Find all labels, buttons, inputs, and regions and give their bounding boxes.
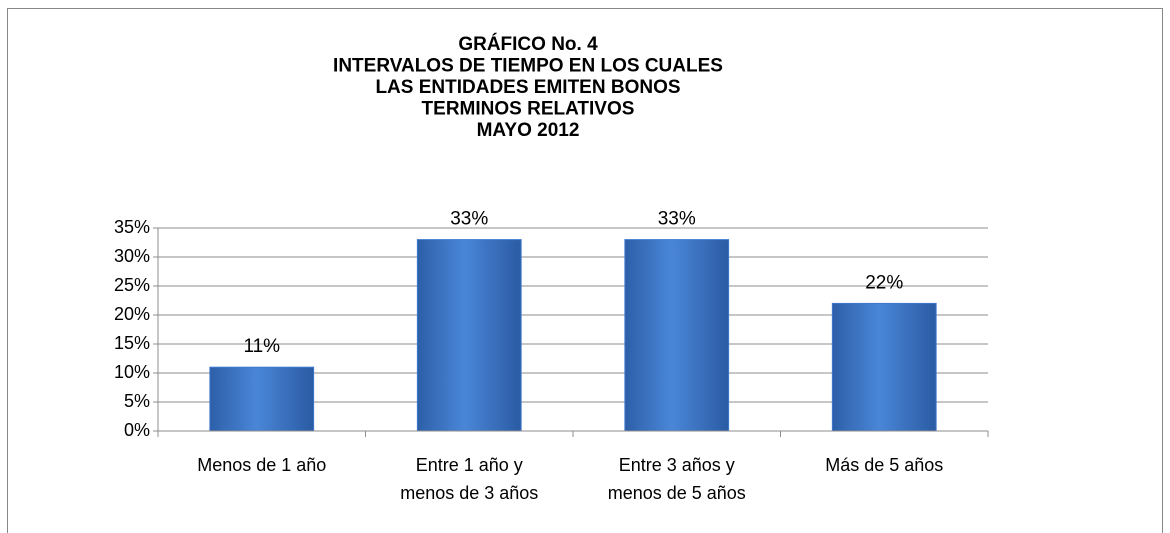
bar	[624, 239, 730, 432]
bar	[209, 366, 315, 432]
value-label: 11%	[243, 336, 280, 357]
x-tick-label: Menos de 1 año	[197, 455, 326, 475]
y-tick-label: 35%	[114, 217, 150, 237]
y-tick-label: 20%	[114, 304, 150, 324]
x-tick-label: menos de 3 años	[400, 483, 538, 503]
value-label: 33%	[658, 209, 696, 230]
frame	[7, 8, 1163, 533]
y-tick-label: 10%	[114, 362, 150, 382]
value-label: 33%	[450, 209, 488, 230]
chart-title: INTERVALOS DE TIEMPO EN LOS CUALES	[333, 56, 723, 77]
bar	[831, 302, 937, 432]
x-tick-label: menos de 5 años	[608, 483, 746, 503]
x-tick-label: Entre 1 año y	[416, 455, 523, 475]
value-label: 22%	[865, 272, 903, 293]
chart-title: TERMINOS RELATIVOS	[422, 99, 635, 120]
chart-title: GRÁFICO No. 4	[458, 33, 598, 55]
chart-title: MAYO 2012	[477, 120, 580, 141]
bar	[416, 239, 522, 432]
x-tick-label: Entre 3 años y	[619, 455, 735, 475]
chart-title: LAS ENTIDADES EMITEN BONOS	[375, 77, 680, 98]
y-tick-label: 25%	[114, 275, 150, 295]
y-tick-label: 15%	[114, 333, 150, 353]
y-tick-label: 0%	[124, 420, 150, 440]
y-tick-label: 30%	[114, 246, 150, 266]
x-tick-label: Más de 5 años	[825, 455, 943, 475]
y-tick-label: 5%	[124, 391, 150, 411]
